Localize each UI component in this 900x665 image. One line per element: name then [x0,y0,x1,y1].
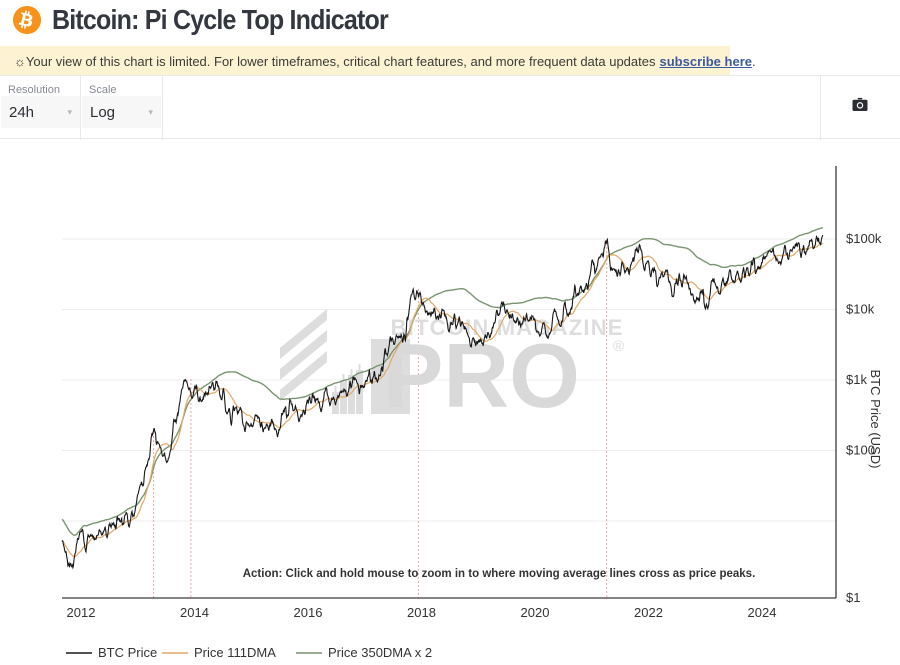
svg-text:2016: 2016 [294,605,323,620]
svg-text:2022: 2022 [634,605,663,620]
svg-text:Action: Click and hold mouse t: Action: Click and hold mouse to zoom in … [243,568,756,580]
svg-text:2018: 2018 [407,605,436,620]
svg-text:2024: 2024 [748,605,777,620]
svg-text:2020: 2020 [521,605,550,620]
svg-text:$100k: $100k [846,231,882,246]
svg-text:$1k: $1k [846,372,867,387]
svg-text:$1: $1 [846,590,860,605]
svg-text:BTC Price (USD): BTC Price (USD) [868,370,883,469]
svg-text:Price 111DMA: Price 111DMA [194,645,276,660]
svg-text:Price 350DMA x 2: Price 350DMA x 2 [328,645,432,660]
svg-text:$10k: $10k [846,302,875,317]
svg-text:®: ® [613,338,624,355]
svg-text:2012: 2012 [67,605,96,620]
svg-text:2014: 2014 [180,605,209,620]
svg-text:BTC Price: BTC Price [98,645,157,660]
